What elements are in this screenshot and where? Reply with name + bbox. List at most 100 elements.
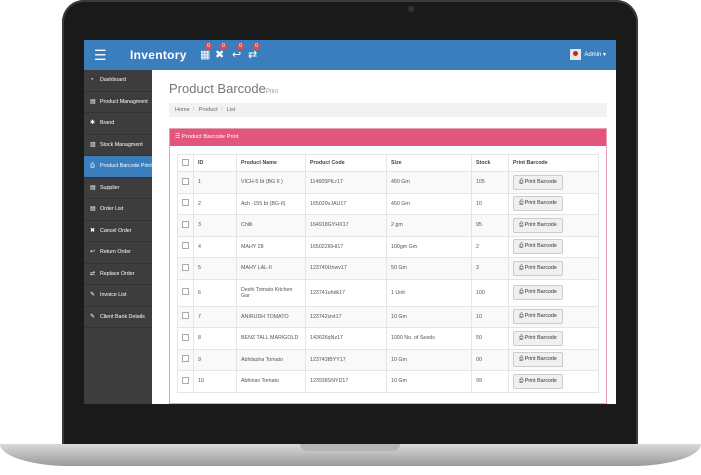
cell-product-name: Ach -155 bt (BG-II) [236,192,306,215]
cell-size: 10 Gm [386,370,472,393]
sidebar-item-cancel-order[interactable]: ✖ Cancel Order [84,221,152,242]
cell-product-name: Deshi Tomato Kitchen Gar [236,278,306,307]
print-barcode-button[interactable]: ⎙ Print Barcode [513,309,563,325]
sidebar-item-product-managment[interactable]: ▤ Product Managment [84,92,152,113]
row-checkbox[interactable] [182,199,189,207]
cell-print: ⎙ Print Barcode [508,192,599,215]
print-barcode-button[interactable]: ⎙ Print Barcode [513,239,563,255]
select-cell[interactable] [177,327,194,350]
page-title: Product BarcodePrint [169,81,279,96]
print-barcode-button[interactable]: ⎙ Print Barcode [513,352,563,368]
print-barcode-button[interactable]: ⎙ Print Barcode [513,217,563,233]
row-checkbox[interactable] [182,355,189,363]
notification-badge: 0 [253,43,260,50]
list-icon: ▤ [90,184,96,191]
breadcrumb-home[interactable]: Home [175,107,190,113]
breadcrumb-product[interactable]: Product [198,107,218,113]
hamburger-icon[interactable]: ☰ [94,47,107,63]
sidebar-item-invoice-list[interactable]: ✎ Invoice List [84,285,152,307]
sidebar: ◔ Dashboard ▤ Product Managment ✱ Brand ▥ Stock… [84,70,152,404]
cell-stock: 99 [471,370,509,393]
select-cell[interactable] [177,257,194,280]
sidebar-item-label: Brand [100,120,115,126]
cell-print: ⎙ Print Barcode [508,305,599,328]
cell-stock: 10 [471,305,509,328]
sidebar-item-order-list[interactable]: ▤ Order List [84,199,152,221]
select-cell[interactable] [177,192,194,215]
row-checkbox[interactable] [182,288,189,295]
cell-id: 10 [193,370,237,393]
sidebar-item-dashboard[interactable]: ◔ Dashboard [84,70,152,92]
print-barcode-button[interactable]: ⎙ Print Barcode [513,285,563,300]
cell-id: 2 [193,192,237,215]
sidebar-item-supplier[interactable]: ▤ Supplier [84,178,152,199]
row-checkbox[interactable] [182,376,189,384]
col-print-barcode: Print Barcode [508,154,599,172]
row-checkbox[interactable] [182,312,189,320]
select-cell[interactable] [177,278,194,307]
sidebar-item-replace-order[interactable]: ⇄ Replace Order [84,264,152,285]
row-checkbox[interactable] [182,220,189,228]
cell-size: 1000 No. of Seeds [386,327,472,350]
select-cell[interactable] [177,305,194,328]
select-all-cell[interactable] [177,154,194,172]
top-bar: ☰ Inventory ▦ 0 ✖ 0 ↩ 0 ⇄ 0 Admin ▾ [84,40,616,70]
cell-id: 9 [193,348,237,371]
sidebar-item-client-bank-details[interactable]: ✎ Client Bank Details [84,307,152,328]
table-row: 6 Deshi Tomato Kitchen Gar 123741uhdk17 1 U… [177,278,599,307]
retweet-icon[interactable]: ⇄ 0 [248,43,260,61]
notification-badge: 0 [220,43,227,50]
breadcrumb-list: List [226,107,236,113]
print-barcode-button[interactable]: ⎙ Print Barcode [513,260,563,276]
gear-icon: ✱ [90,120,96,126]
notification-badge: 0 [237,43,244,50]
cell-stock: 105 [471,171,509,194]
sidebar-item-label: Client Bank Details [100,313,145,320]
cell-id: 8 [193,327,237,350]
cell-size: 10 Gm [386,305,472,328]
row-checkbox[interactable] [182,263,189,271]
sidebar-item-brand[interactable]: ✱ Brand [84,113,152,135]
cancel-icon[interactable]: ✖ 0 [215,43,227,61]
cell-size: 10 Gm [386,348,472,371]
print-barcode-button[interactable]: ⎙ Print Barcode [513,373,563,389]
reply-icon[interactable]: ↩ 0 [232,43,244,61]
cell-product-name: Abhilasha Tomato [236,348,306,371]
row-checkbox[interactable] [182,242,189,250]
select-cell[interactable] [177,235,194,258]
print-barcode-button[interactable]: ⎙ Print Barcode [513,174,563,190]
sidebar-item-stock-managment[interactable]: ▥ Stock Managment [84,135,152,156]
table-header-row: ID Product Name Product Code Size Stock … [177,154,599,172]
row-checkbox[interactable] [182,177,189,185]
sidebar-item-label: Product Barcode Print [100,163,152,169]
print-barcode-button[interactable]: ⎙ Print Barcode [513,196,563,212]
screen: ☰ Inventory ▦ 0 ✖ 0 ↩ 0 ⇄ 0 Admin ▾ ◔ Dashboard ▤… [84,40,616,404]
user-name: Admin ▾ [584,52,606,58]
cell-print: ⎙ Print Barcode [508,370,599,393]
select-cell[interactable] [177,171,194,194]
col-id: ID [193,154,237,172]
sidebar-item-return-order[interactable]: ↩ Return Order [84,242,152,264]
cell-size: 450 Gm [386,171,472,194]
select-cell[interactable] [177,214,194,237]
select-cell[interactable] [177,348,194,371]
cell-size: 450 Gm [386,192,472,215]
select-all-checkbox[interactable] [182,158,189,166]
cell-product-code: 114605PtLr17 [305,171,387,194]
select-cell[interactable] [177,370,194,393]
calculator-icon[interactable]: ▦ 0 [200,43,212,61]
cell-print: ⎙ Print Barcode [508,327,599,350]
cancel-icon: ✖ [90,227,96,234]
table-row: 10 Abhinav Tomato 123938SNYD17 10 Gm 99 ⎙ Pri… [177,370,599,393]
cell-id: 5 [193,257,237,280]
sidebar-item-product-barcode-print[interactable]: ⎙ Product Barcode Print [84,156,152,178]
cell-product-name: VICH-5 bt (BG II ) [236,171,306,194]
table-row: 1 VICH-5 bt (BG II ) 114605PtLr17 450 Gm 105… [177,171,599,194]
user-menu[interactable]: Admin ▾ [570,48,606,62]
row-checkbox[interactable] [182,333,189,341]
chart-icon: ▥ [90,141,96,148]
laptop-notch [300,444,400,451]
cell-stock: 00 [471,348,509,371]
cell-print: ⎙ Print Barcode [508,348,599,371]
print-barcode-button[interactable]: ⎙ Print Barcode [513,330,563,346]
